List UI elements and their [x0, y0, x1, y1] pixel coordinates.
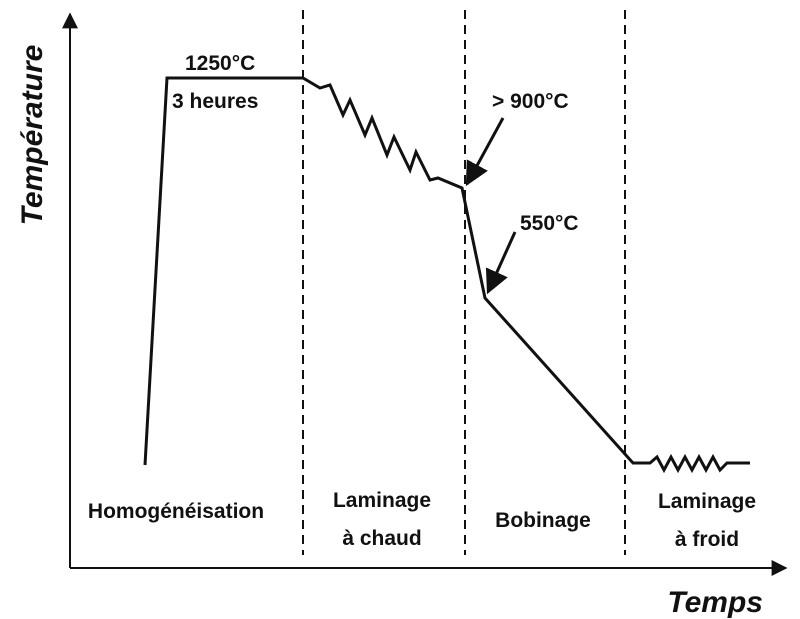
arrow	[485, 231, 517, 295]
y-axis-label: Température	[16, 45, 49, 226]
annotation: 1250°C	[185, 52, 255, 75]
phase-label: Homogénéisation	[88, 500, 264, 523]
phase-label: Laminage	[658, 490, 756, 513]
phase-label: Bobinage	[495, 509, 591, 532]
annotation: 3 heures	[172, 90, 258, 113]
process-curve	[143, 76, 750, 474]
phase-label: Laminage	[333, 489, 431, 512]
phase-separators	[302, 10, 626, 555]
phase-label: à chaud	[342, 527, 421, 550]
annotation: > 900°C	[492, 90, 569, 113]
arrow	[465, 117, 505, 187]
x-axis-label: Temps	[667, 586, 763, 619]
phase-label: à froid	[675, 528, 739, 551]
annotation: 550°C	[520, 212, 579, 235]
